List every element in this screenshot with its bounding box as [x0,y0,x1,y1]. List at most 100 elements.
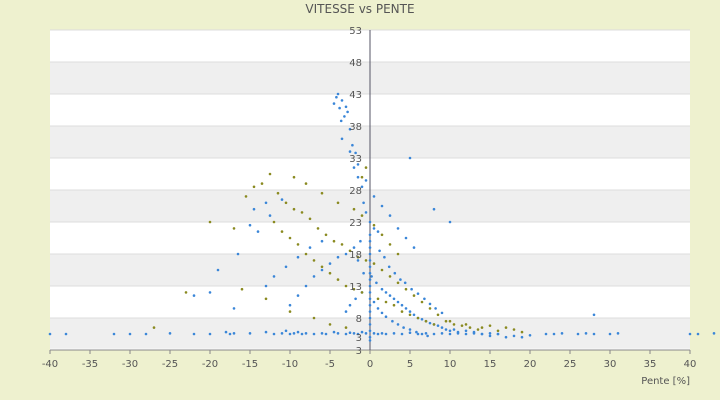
data-point [468,326,472,329]
data-point [208,291,212,294]
data-point [192,294,196,297]
data-point [272,220,276,224]
data-point [560,332,564,335]
data-point [268,172,272,176]
data-point [288,332,292,336]
data-point [384,291,388,294]
data-point [354,151,357,155]
data-point [360,291,364,294]
data-point [496,332,500,336]
data-point [380,268,384,272]
data-point [448,332,452,336]
data-point [408,331,412,335]
data-point [344,284,348,288]
data-point [426,334,429,338]
data-point [352,166,356,169]
data-point [360,330,364,334]
data-point [284,329,288,333]
data-point [356,259,360,262]
data-point [375,281,378,285]
data-point [336,92,340,96]
data-point [260,182,264,185]
data-point [464,332,468,336]
data-point [592,332,596,336]
data-point [296,330,300,334]
data-point [488,324,492,327]
data-point [472,332,476,335]
data-point [272,275,276,278]
data-point [336,278,340,281]
data-point [208,332,212,336]
data-point [520,335,524,339]
data-point [368,246,372,249]
data-point [372,195,376,198]
data-point [520,330,524,334]
data-point [388,275,392,278]
data-point [288,303,292,307]
data-point [712,332,716,335]
data-point [336,332,340,335]
data-point [144,332,148,336]
data-point [452,328,456,331]
data-point [428,321,432,325]
data-point [488,332,492,335]
data-point [328,271,332,275]
data-point [448,329,452,333]
data-point [448,319,452,323]
data-point [364,332,368,335]
data-point [372,227,376,230]
x-axis-label: Pente [%] [641,376,690,387]
data-point [343,115,346,118]
data-point [224,330,228,334]
data-point [344,105,348,109]
data-point [456,332,460,335]
data-point [432,323,436,326]
data-point [372,332,376,335]
data-point [48,332,52,336]
tick-labels: -40 -35 -30 -25 -20 -15 -10 -5 0 5 10 15 20 25 30 35 40 3… [42,26,697,370]
data-point [384,315,388,319]
data-point [368,329,372,333]
data-point [420,332,424,336]
data-point [392,332,396,335]
data-point [296,255,300,259]
data-point [272,332,276,336]
data-point [368,303,372,307]
data-point [380,311,384,315]
data-point [428,307,432,310]
data-point [264,284,268,288]
data-point [362,201,365,205]
data-point [368,297,372,301]
y-tick-label: 3 [356,346,362,357]
x-tick-label: -40 [42,359,58,370]
data-point [396,281,400,285]
x-tick-label: -20 [202,359,218,370]
data-point [288,236,292,240]
data-point [416,332,420,336]
data-point [356,332,360,336]
data-point [402,326,405,329]
data-point [304,332,308,335]
data-point [348,249,352,253]
data-point [370,275,373,278]
data-point [352,287,356,291]
data-point [436,324,440,327]
data-point [252,207,256,211]
data-point [339,119,343,123]
data-point [344,332,348,336]
data-point [228,332,232,336]
data-points [48,92,716,342]
data-point [376,332,380,336]
data-point [324,233,328,237]
data-point [332,239,336,243]
data-point [396,300,400,304]
x-tick-label: 30 [604,359,617,370]
data-point [396,323,400,326]
data-point [408,328,412,331]
x-tick-label: 40 [684,359,697,370]
data-point [335,95,338,99]
data-point [264,330,268,334]
data-point [432,207,436,211]
data-point [408,156,412,160]
data-point [448,220,452,224]
